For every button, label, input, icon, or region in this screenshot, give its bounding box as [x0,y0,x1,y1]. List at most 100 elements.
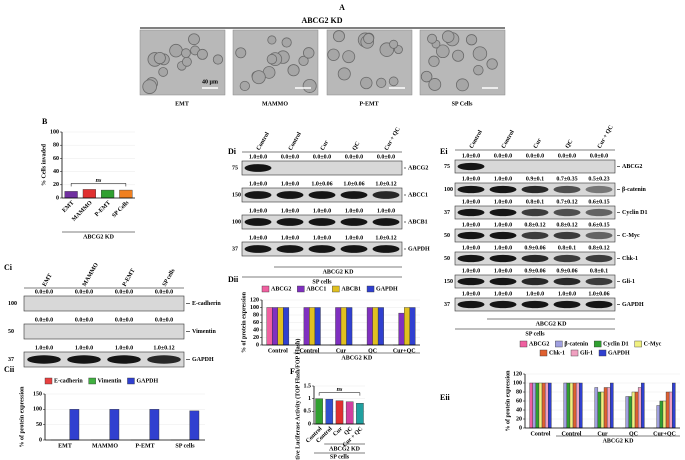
blot-band [340,245,368,253]
legend-label: ABCG2 [529,341,549,347]
quantification: 0.8±0.1 [526,199,544,205]
blot-strip [23,323,185,340]
y-tick-label: 0.5 [304,409,312,415]
bar [272,307,278,346]
blot-band [553,300,581,309]
y-tick-label: 100 [33,407,42,413]
cell [267,35,277,45]
panel-label: Cii [4,365,15,374]
quantification: 0.0±0.0 [377,154,395,160]
x-tick-label: P-EMT [94,200,112,218]
blot-band [553,277,581,286]
quantification: 0.0±0.0 [345,154,363,160]
quantification: 0.0±0.0 [35,317,53,323]
bar [575,382,580,429]
bar [314,307,321,346]
lane-label: Cur [320,139,331,151]
quantification: 1.0±0.0 [281,181,299,187]
bar [377,307,384,346]
blot-band [372,191,400,199]
molecular-weight: 75 [232,165,238,171]
blot-band [457,254,485,263]
cell [420,70,433,83]
lane-label: EMT [42,273,54,288]
y-tick-label: 150 [33,391,42,397]
quantification: 0.0±0.0 [590,153,608,159]
molecular-weight: 37 [444,302,450,308]
legend-swatch [261,285,270,293]
quantification: 0.0±0.0 [526,153,544,159]
cells-label: SP cells [312,279,332,285]
lane-label: MAMMO [82,262,100,288]
quantification: 1.0±0.0 [462,245,480,251]
x-tick-label: MAMMO [71,200,94,223]
bar [610,382,614,429]
blot-band [244,164,272,172]
legend-swatch [297,285,305,293]
bar [569,382,574,429]
blot-band [457,185,485,194]
bar [625,396,630,429]
y-tick-label: 20 [53,182,59,188]
blot-band [553,208,581,217]
cell [473,64,484,76]
cell [327,48,340,61]
molecular-weight: 50 [444,233,450,239]
bar [606,387,611,429]
quantification: 0.0±0.0 [281,154,299,160]
molecular-weight: 50 [8,329,14,335]
bar [345,401,354,425]
cell [472,46,488,61]
panel-title: ABCG2 KD [301,16,342,25]
lane-label: Cur + QC [384,126,402,151]
protein-name: Gli-1 [622,279,635,285]
bar [409,307,416,346]
group-label: ABCG2 KD [341,355,373,361]
quantification: 0.0±0.0 [115,289,133,295]
molecular-weight: 150 [444,279,453,285]
bar [597,391,602,429]
lane-label: QC [565,139,575,150]
bar [372,307,379,346]
y-tick-label: 100 [513,380,522,386]
blot-band [489,185,517,194]
cell [436,44,450,59]
quantification: 0.5±0.23 [588,176,609,182]
quantification: 0.6±0.15 [588,199,609,205]
bar [548,382,552,429]
protein-name: β-catenin [622,187,646,193]
bar [572,382,577,429]
y-axis-label: % of protein expression [19,386,25,448]
x-tick-label: QC [629,431,638,437]
quantification: 1.0±0.0 [249,235,267,241]
quantification: 0.0±0.0 [494,153,512,159]
legend-label: GAPDH [376,286,398,292]
bar [541,382,546,429]
cell [452,49,465,62]
cell [196,48,208,60]
quantification: 0.0±0.0 [115,317,133,323]
x-tick-label: EMT [62,200,76,214]
x-tick-label: QC [368,348,377,354]
bar [325,398,334,425]
cell [181,48,191,59]
quantification: 0.6±0.15 [588,222,609,228]
panel-label: Ci [4,263,13,272]
y-tick-label: 80 [253,312,259,318]
blot-band [521,185,549,194]
significance-bracket [318,392,361,396]
y-axis-label: % Cells invaded [41,143,47,186]
blot-strip [23,351,185,368]
quantification: 1.0±0.0 [462,176,480,182]
bar [532,382,537,429]
panel-label: A [339,3,345,12]
quantification: 1.0±0.0 [377,208,395,214]
blot-band [489,254,517,263]
molecular-weight: 37 [444,210,450,216]
significance-bracket [70,183,127,187]
y-tick-label: 80 [53,143,59,149]
blot-band [107,355,141,364]
legend-label: Cyclin D1 [603,341,629,347]
quantification: 0.9±0.06 [524,268,545,274]
cell [298,55,309,66]
